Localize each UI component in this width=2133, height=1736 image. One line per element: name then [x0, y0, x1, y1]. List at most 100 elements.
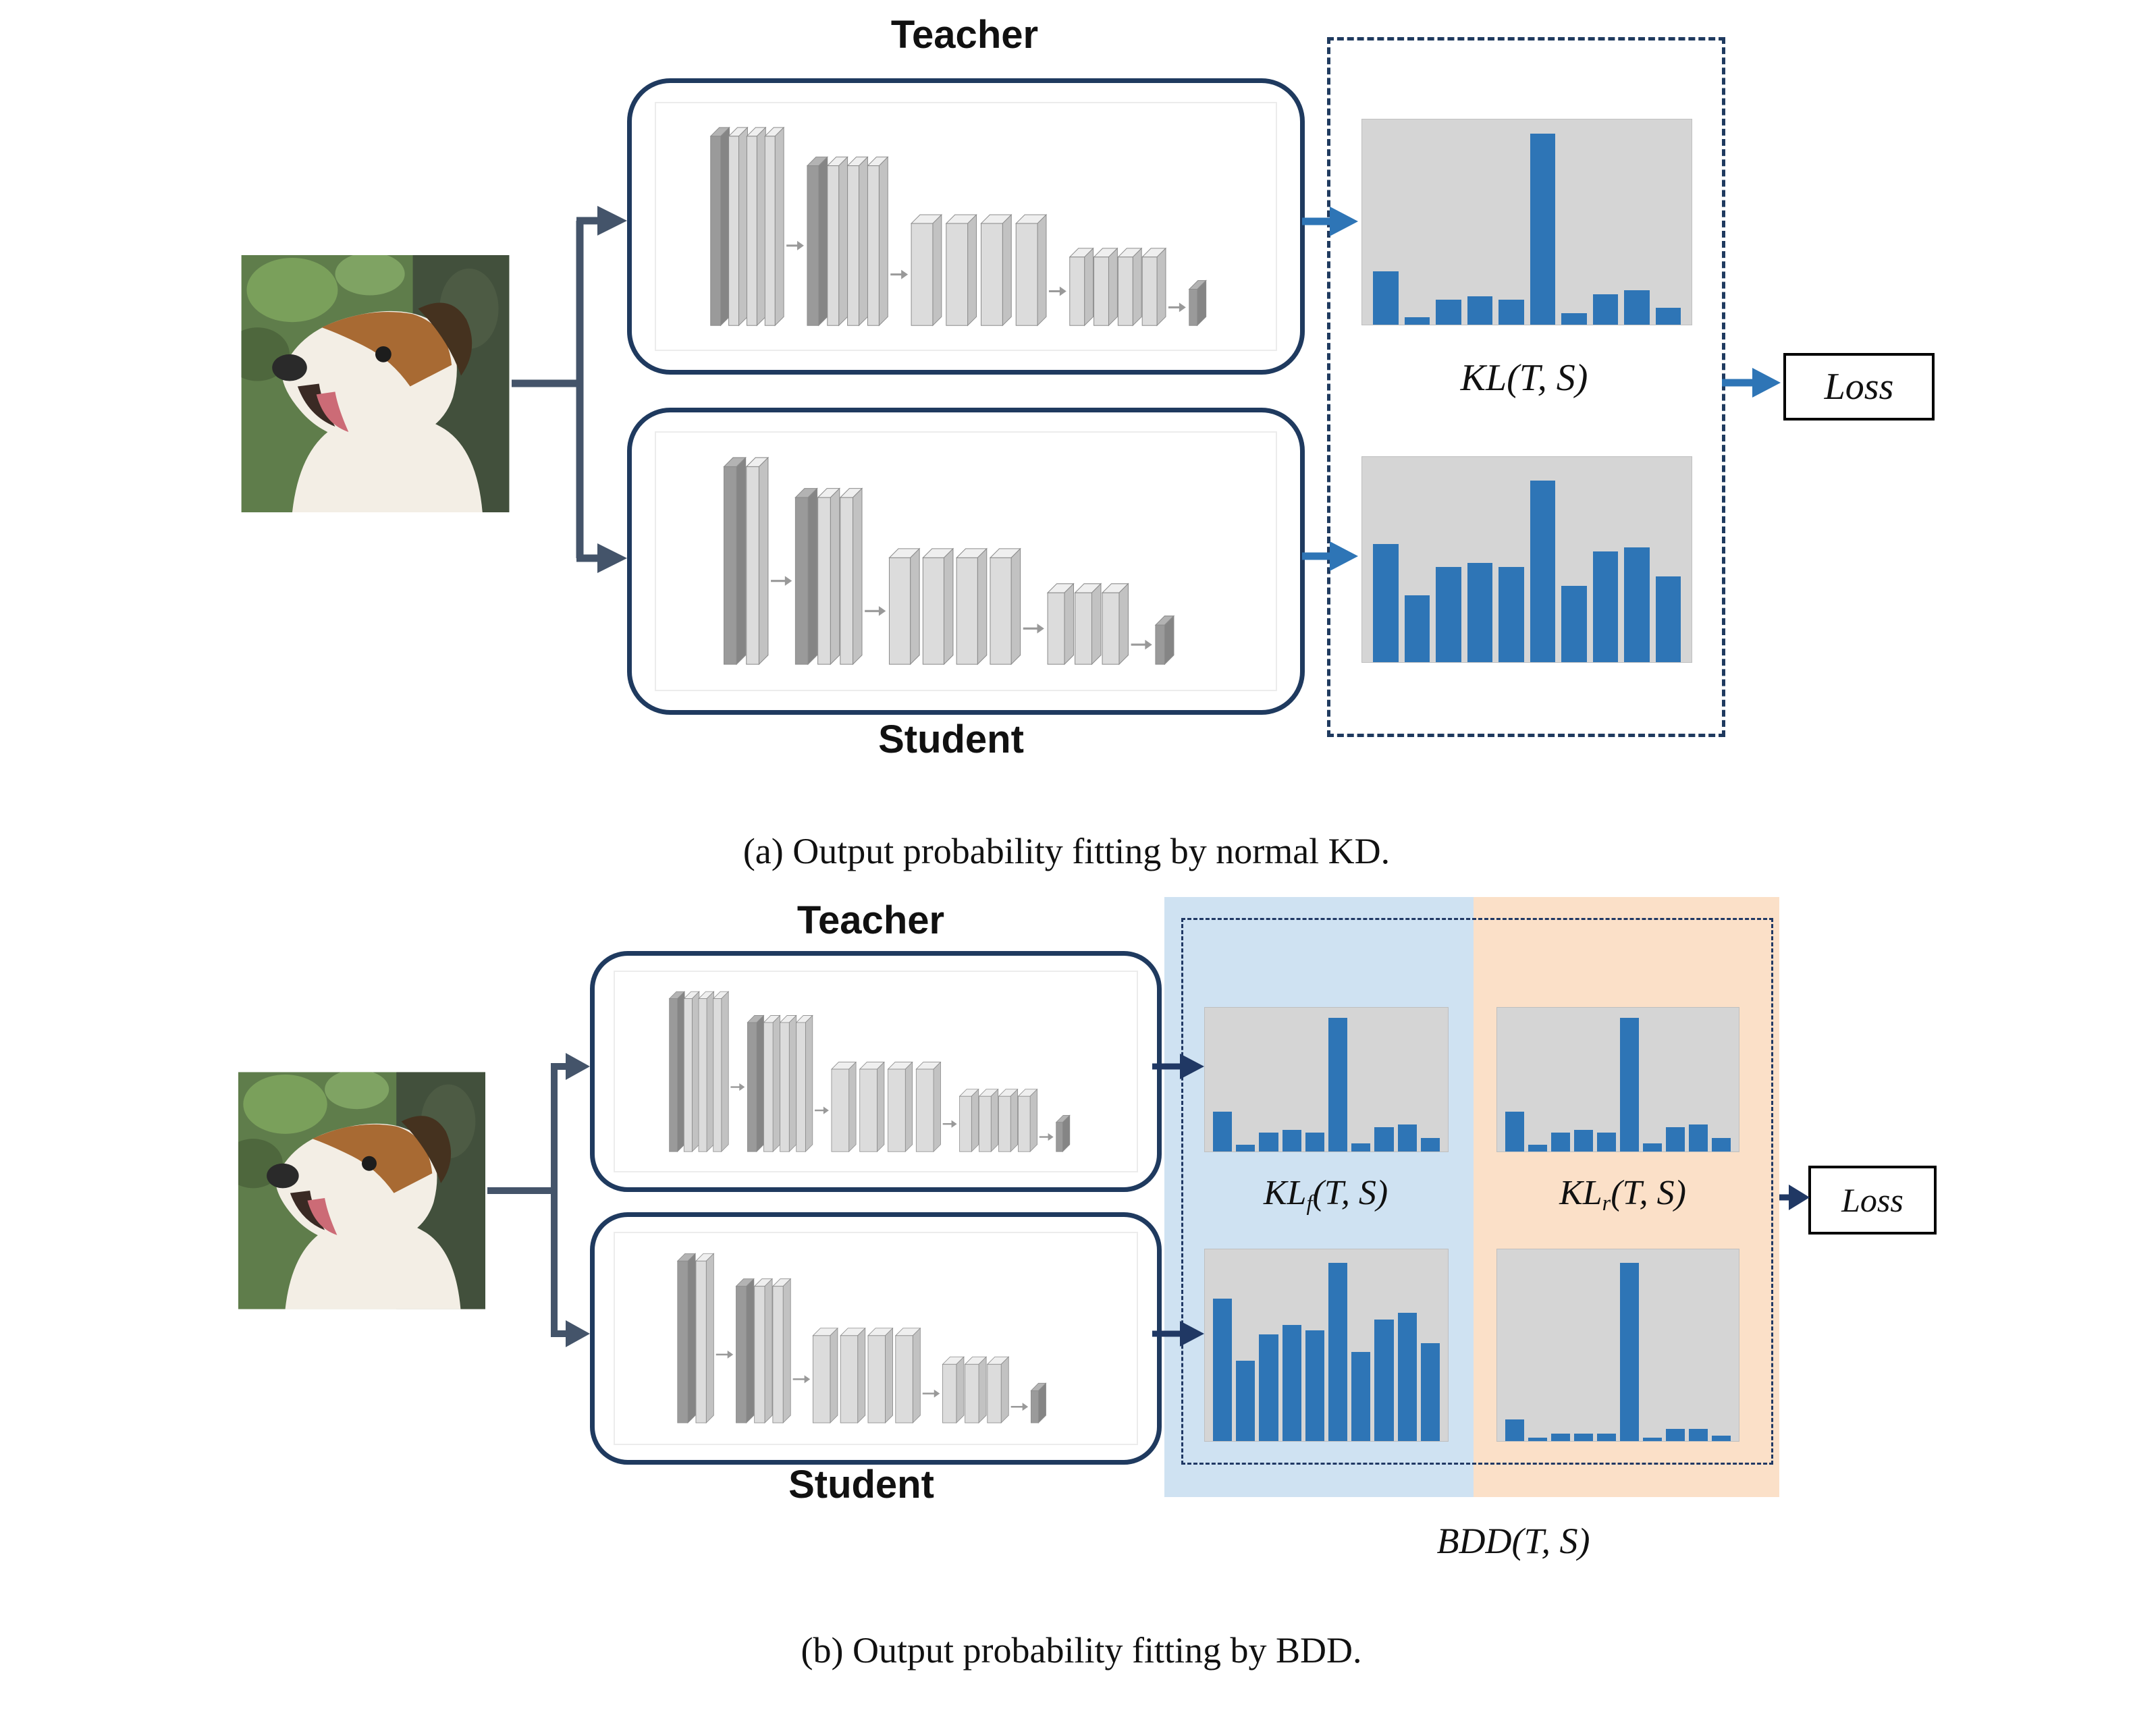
probability-bar [1420, 1342, 1440, 1441]
arrowhead [1789, 1185, 1810, 1210]
student-heading-b: Student [788, 1463, 934, 1507]
student-network-illustration-a [723, 457, 1175, 666]
bdd-dashed-box [1181, 918, 1773, 1465]
probability-bar [1282, 1325, 1301, 1441]
student-network-box-b [590, 1212, 1162, 1465]
probability-bar [1498, 300, 1524, 325]
probability-bar [1505, 1419, 1524, 1441]
kl-base: KL [1559, 1174, 1602, 1212]
probability-bar [1712, 1138, 1731, 1151]
teacher-heading-a: Teacher [890, 13, 1039, 57]
kl-args: (T, S) [1611, 1174, 1686, 1212]
probability-bar [1467, 296, 1492, 325]
student-network-box-a [627, 408, 1305, 715]
kl-args: (T, S) [1507, 357, 1588, 399]
arrowhead-student-b [566, 1320, 590, 1347]
probability-bar [1597, 1133, 1616, 1151]
teacher-reverse-chart-b [1496, 1007, 1739, 1152]
probability-bar [1592, 551, 1618, 662]
kl-base: KL [1460, 357, 1507, 399]
probability-bar [1574, 1434, 1593, 1441]
probability-bar [1574, 1130, 1593, 1151]
probability-bar [1328, 1017, 1348, 1151]
probability-bar [1655, 576, 1681, 662]
kl-forward-label: KLf(T, S) [1264, 1173, 1388, 1216]
loss-label-b: Loss [1841, 1181, 1904, 1219]
probability-bar [1561, 585, 1587, 662]
dog-illustration [238, 1069, 485, 1312]
probability-bar [1236, 1145, 1256, 1151]
probability-bar [1505, 1111, 1524, 1151]
caption-a: (a) Output probability fitting by normal… [742, 831, 1390, 871]
arrowhead-teacher-b [566, 1053, 590, 1080]
probability-bar [1498, 566, 1524, 662]
kl-label-a: KL(T, S) [1461, 356, 1588, 400]
student-heading-a: Student [878, 717, 1024, 761]
teacher-network-box-b [590, 951, 1162, 1192]
arrowhead [1752, 368, 1781, 398]
probability-bar [1561, 313, 1587, 325]
teacher-network-box-a [627, 78, 1305, 375]
probability-bar [1374, 1320, 1394, 1441]
probability-bar [1620, 1262, 1639, 1441]
probability-bar [1374, 1127, 1394, 1151]
probability-bar [1213, 1298, 1233, 1441]
probability-bar [1404, 595, 1430, 662]
probability-bar [1373, 271, 1399, 325]
probability-bar [1620, 1017, 1639, 1151]
probability-bar [1643, 1143, 1662, 1151]
loss-label-a: Loss [1824, 366, 1894, 408]
probability-bar [1643, 1437, 1662, 1441]
probability-bar [1712, 1436, 1731, 1441]
probability-bar [1282, 1130, 1301, 1151]
student-network-illustration-b [677, 1253, 1047, 1424]
probability-bar [1305, 1133, 1325, 1151]
kl-args: (T, S) [1312, 1174, 1388, 1212]
probability-bar [1597, 1434, 1616, 1441]
probability-bar [1236, 1361, 1256, 1441]
probability-bar [1436, 300, 1461, 325]
probability-bar [1305, 1330, 1325, 1441]
dog-split-arrows-b [487, 1063, 568, 1337]
teacher-network-illustration-b [669, 990, 1071, 1153]
input-dog-image-a [241, 255, 510, 512]
teacher-forward-chart-b [1204, 1007, 1449, 1152]
teacher-output-chart-a [1361, 119, 1692, 325]
dog-split-arrows-a [512, 217, 599, 562]
teacher-network-card-a [655, 102, 1277, 351]
probability-bar [1420, 1138, 1440, 1151]
student-output-chart-a [1361, 456, 1692, 663]
student-forward-chart-b [1204, 1249, 1449, 1442]
probability-bar [1689, 1124, 1708, 1151]
student-network-card-a [655, 431, 1277, 691]
teacher-heading-b: Teacher [796, 898, 945, 942]
probability-bar [1351, 1351, 1371, 1441]
kl-reverse-label: KLr(T, S) [1559, 1173, 1686, 1216]
kl-sub: r [1602, 1191, 1611, 1216]
kl-sub: f [1306, 1191, 1313, 1216]
probability-bar [1528, 1437, 1547, 1441]
probability-bar [1373, 543, 1399, 662]
probability-bar [1397, 1124, 1417, 1151]
student-network-card-b [614, 1232, 1138, 1445]
teacher-network-card-b [614, 971, 1138, 1172]
arrowhead-student-a [597, 543, 627, 573]
probability-bar [1530, 134, 1555, 325]
probability-bar [1467, 563, 1492, 662]
probability-bar [1213, 1111, 1233, 1151]
probability-bar [1328, 1262, 1348, 1441]
probability-bar [1528, 1145, 1547, 1151]
bdd-args: (T, S) [1511, 1521, 1590, 1561]
bdd-label: BDD(T, S) [1437, 1520, 1590, 1562]
probability-bar [1666, 1127, 1685, 1151]
kd-loss-dashed-box-a [1327, 37, 1725, 737]
probability-bar [1530, 481, 1555, 662]
probability-bar [1551, 1434, 1570, 1441]
probability-bar [1551, 1133, 1570, 1151]
caption-b: (b) Output probability fitting by BDD. [801, 1630, 1362, 1671]
arrowhead-teacher-a [597, 206, 627, 236]
probability-bar [1404, 317, 1430, 325]
probability-bar [1655, 307, 1681, 325]
bdd-base: BDD [1436, 1521, 1512, 1561]
